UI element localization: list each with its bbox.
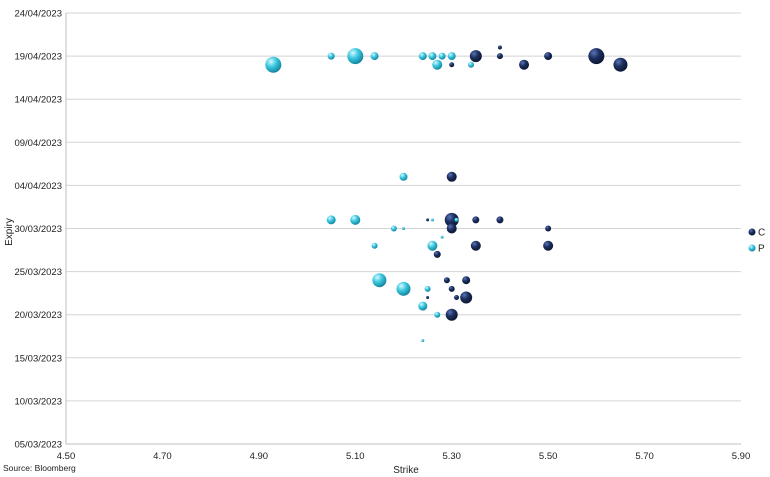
- source-note: Source: Bloomberg: [3, 463, 76, 473]
- bubble-p: [390, 225, 397, 232]
- y-tick-label: 19/04/2023: [14, 52, 62, 63]
- y-tick-label: 14/04/2023: [14, 95, 62, 106]
- bubble-c: [496, 216, 504, 224]
- x-tick-label: 5.30: [442, 451, 461, 462]
- bubble-p: [434, 311, 441, 318]
- bubble-p: [424, 285, 431, 292]
- axes: [65, 13, 741, 445]
- bubble-p: [396, 281, 411, 296]
- legend-marker-p: [748, 244, 756, 252]
- x-axis-title: Strike: [393, 465, 419, 476]
- y-tick-label: 15/03/2023: [14, 353, 62, 364]
- bubble-c: [613, 57, 628, 72]
- y-tick-label: 10/03/2023: [14, 396, 62, 407]
- bubble-p: [350, 214, 361, 225]
- bubble-c: [446, 223, 457, 234]
- bubble-p: [347, 48, 364, 65]
- x-tick-label: 4.70: [153, 451, 172, 462]
- y-tick-label: 04/04/2023: [14, 181, 62, 192]
- x-tick-label: 4.50: [57, 451, 76, 462]
- series-p-bubbles: [265, 48, 474, 343]
- bubble-c: [433, 250, 441, 258]
- bubble-c: [446, 171, 457, 182]
- bubble-p: [468, 61, 474, 68]
- bubble-p: [372, 273, 387, 288]
- bubble-p: [432, 59, 443, 70]
- bubble-c: [445, 308, 458, 321]
- bubble-c: [448, 285, 455, 292]
- bubble-p: [440, 235, 444, 239]
- y-tick-label: 05/03/2023: [14, 440, 62, 451]
- bubble-c: [426, 218, 430, 222]
- series-c-bubbles: [426, 45, 628, 321]
- x-tick-label: 5.10: [346, 451, 365, 462]
- gridlines: [66, 12, 741, 402]
- bubble-c: [496, 53, 503, 60]
- y-axis-title: Expiry: [4, 218, 15, 246]
- bubble-p: [371, 242, 378, 249]
- legend-marker-c: [748, 228, 756, 236]
- bubble-p: [454, 217, 459, 222]
- x-tick-label: 5.70: [635, 451, 654, 462]
- bubble-c: [470, 240, 481, 251]
- bubble-p: [438, 52, 446, 60]
- bubble-p: [402, 227, 405, 230]
- bubble-c: [588, 48, 605, 65]
- bubble-c: [460, 291, 473, 304]
- bubble-p: [421, 339, 425, 343]
- bubble-c: [543, 240, 554, 251]
- bubble-p: [326, 215, 336, 225]
- y-tick-label: 20/03/2023: [14, 310, 62, 321]
- bubble-p: [399, 172, 408, 181]
- bubble-c: [519, 59, 530, 70]
- bubble-p: [265, 56, 282, 73]
- bubble-p: [418, 52, 427, 61]
- bubble-c: [472, 216, 480, 224]
- bubble-c: [545, 225, 552, 232]
- y-tick-label: 30/03/2023: [14, 224, 62, 235]
- y-tick-label: 24/04/2023: [14, 9, 62, 20]
- bubble-p: [418, 301, 428, 311]
- x-tick-label: 5.50: [539, 451, 558, 462]
- bubble-c: [497, 45, 502, 50]
- bubble-p: [447, 52, 456, 61]
- x-tick-labels: 4.50 4.70 4.90 5.10 5.30 5.50 5.70 5.90: [57, 451, 751, 462]
- bubble-c: [444, 212, 459, 227]
- bubble-p: [327, 52, 335, 60]
- bubble-p: [430, 218, 434, 222]
- y-tick-label: 09/04/2023: [14, 138, 62, 149]
- legend-label-c: C: [758, 228, 765, 239]
- bubble-p: [370, 52, 379, 61]
- x-tick-label: 5.90: [732, 451, 751, 462]
- legend-label-p: P: [758, 244, 765, 255]
- bubble-c: [462, 276, 471, 285]
- bubble-p: [427, 240, 438, 251]
- bubble-c: [454, 294, 460, 300]
- x-tick-label: 4.90: [250, 451, 269, 462]
- bubble-c: [544, 52, 553, 61]
- bubble-c: [426, 295, 430, 299]
- bubble-p: [428, 52, 437, 61]
- y-tick-labels: 05/03/2023 10/03/2023 15/03/2023 20/03/2023…: [14, 9, 62, 451]
- y-tick-label: 25/03/2023: [14, 267, 62, 278]
- legend: C P: [748, 228, 765, 255]
- bubble-c: [469, 50, 482, 63]
- bubble-c: [443, 277, 450, 284]
- bubble-c: [449, 62, 455, 68]
